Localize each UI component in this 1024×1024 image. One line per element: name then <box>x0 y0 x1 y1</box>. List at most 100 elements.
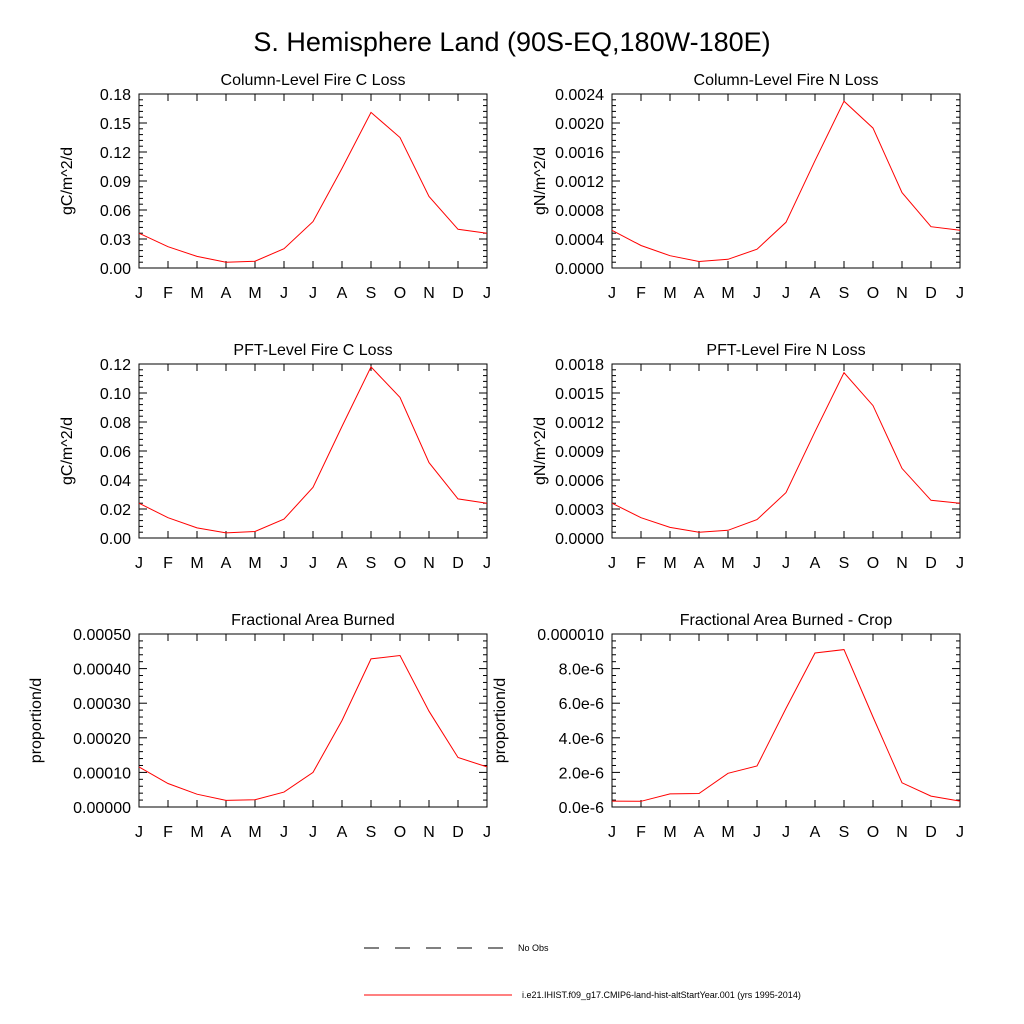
x-tick-label: M <box>663 555 676 572</box>
legend: No Obs i.e21.IHIST.f09_g17.CMIP6-land-hi… <box>364 943 801 1000</box>
x-tick-label: J <box>483 285 491 302</box>
series-line <box>611 100 961 263</box>
x-tick-label: A <box>221 285 232 302</box>
x-tick-label: N <box>423 824 435 841</box>
x-tick-label: J <box>956 555 964 572</box>
y-tick-label: 0.0008 <box>555 203 604 220</box>
x-tick-label: F <box>163 824 173 841</box>
y-tick-label: 0.0018 <box>555 357 604 374</box>
y-tick-label: 6.0e-6 <box>559 696 604 713</box>
x-tick-label: A <box>810 285 821 302</box>
x-tick-label: S <box>839 555 850 572</box>
x-tick-label: M <box>721 555 734 572</box>
x-tick-label: F <box>636 824 646 841</box>
panel-title: Column-Level Fire C Loss <box>221 72 406 89</box>
x-tick-label: J <box>309 285 317 302</box>
y-tick-label: 0.00030 <box>73 696 131 713</box>
legend-label-model: i.e21.IHIST.f09_g17.CMIP6-land-hist-altS… <box>522 990 801 1000</box>
x-tick-label: J <box>135 555 143 572</box>
y-axis-label: gC/m^2/d <box>59 147 76 215</box>
x-tick-label: O <box>394 824 406 841</box>
panel-5: Fractional Area Burned 0.00000 0.00010 0.00… <box>28 612 491 841</box>
x-tick-label: J <box>280 285 288 302</box>
series-line <box>138 366 488 534</box>
x-tick-label: D <box>925 285 937 302</box>
x-tick-label: F <box>163 555 173 572</box>
plot-frame <box>138 93 488 269</box>
x-tick-label: F <box>636 555 646 572</box>
x-tick-label: J <box>956 285 964 302</box>
x-tick-label: J <box>483 555 491 572</box>
x-tick-label: M <box>248 555 261 572</box>
y-tick-label: 0.09 <box>100 174 131 191</box>
x-tick-label: O <box>867 285 879 302</box>
y-tick-label: 0.0e-6 <box>559 800 604 817</box>
x-tick-label: J <box>483 824 491 841</box>
plot-frame <box>611 93 961 269</box>
y-tick-label: 0.00 <box>100 531 131 548</box>
x-tick-label: M <box>190 824 203 841</box>
x-tick-label: J <box>135 824 143 841</box>
y-tick-label: 0.02 <box>100 502 131 519</box>
x-tick-label: D <box>925 824 937 841</box>
y-tick-label: 0.0006 <box>555 473 604 490</box>
x-tick-label: J <box>753 824 761 841</box>
y-axis-label: gN/m^2/d <box>532 147 549 215</box>
x-tick-label: J <box>135 285 143 302</box>
y-tick-label: 0.00010 <box>73 765 131 782</box>
x-tick-label: M <box>248 824 261 841</box>
y-tick-label: 0.0024 <box>555 87 604 104</box>
y-tick-label: 0.18 <box>100 87 131 104</box>
x-tick-label: D <box>452 555 464 572</box>
y-tick-label: 0.0020 <box>555 116 604 133</box>
series-line <box>611 371 961 533</box>
plot-frame <box>138 363 488 539</box>
x-tick-label: A <box>694 824 705 841</box>
y-tick-label: 0.12 <box>100 357 131 374</box>
y-tick-label: 2.0e-6 <box>559 765 604 782</box>
x-tick-label: J <box>309 824 317 841</box>
panel-title: Column-Level Fire N Loss <box>694 72 879 89</box>
x-tick-label: N <box>896 824 908 841</box>
x-tick-label: M <box>190 285 203 302</box>
y-tick-label: 0.0000 <box>555 261 604 278</box>
panel-6: Fractional Area Burned - Crop 0.0e-6 2.0e-… <box>492 612 964 841</box>
figure-title: S. Hemisphere Land (90S-EQ,180W-180E) <box>253 27 770 57</box>
x-tick-label: J <box>608 285 616 302</box>
x-tick-label: N <box>423 555 435 572</box>
x-tick-label: J <box>753 285 761 302</box>
plot-frame <box>611 633 961 808</box>
panels: Column-Level Fire C Loss 0.00 0.03 0.06 0.09… <box>28 72 964 841</box>
panel-title: Fractional Area Burned - Crop <box>680 612 893 629</box>
x-tick-label: J <box>608 824 616 841</box>
x-tick-label: D <box>925 555 937 572</box>
panel-4: PFT-Level Fire N Loss 0.0000 0.0003 0.0006 0… <box>532 342 964 572</box>
x-tick-label: N <box>896 555 908 572</box>
x-tick-label: J <box>956 824 964 841</box>
legend-label-no-obs: No Obs <box>518 943 549 953</box>
series-line <box>611 649 961 802</box>
x-tick-label: J <box>280 555 288 572</box>
x-tick-label: S <box>366 555 377 572</box>
x-tick-label: J <box>280 824 288 841</box>
y-tick-label: 0.12 <box>100 145 131 162</box>
y-tick-label: 0.10 <box>100 386 131 403</box>
series-line <box>138 654 488 801</box>
x-tick-label: S <box>839 285 850 302</box>
x-tick-label: A <box>337 824 348 841</box>
y-axis-label: gN/m^2/d <box>532 417 549 485</box>
y-tick-label: 8.0e-6 <box>559 662 604 679</box>
panel-2: Column-Level Fire N Loss 0.0000 0.0004 0.00… <box>532 72 964 302</box>
panel-title: Fractional Area Burned <box>231 612 395 629</box>
panel-title: PFT-Level Fire N Loss <box>706 342 865 359</box>
x-tick-label: M <box>663 285 676 302</box>
y-tick-label: 0.0016 <box>555 145 604 162</box>
panel-title: PFT-Level Fire C Loss <box>233 342 392 359</box>
y-axis-label: proportion/d <box>28 678 45 763</box>
y-axis-label: gC/m^2/d <box>59 417 76 485</box>
y-tick-label: 0.0000 <box>555 531 604 548</box>
y-tick-label: 0.0003 <box>555 502 604 519</box>
x-tick-label: S <box>366 824 377 841</box>
x-tick-label: O <box>867 555 879 572</box>
